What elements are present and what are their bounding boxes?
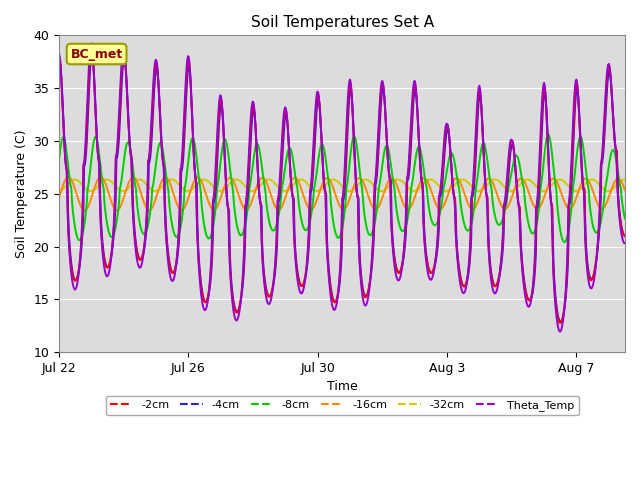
-2cm xyxy=(88,43,95,49)
-4cm xyxy=(339,218,346,224)
-4cm xyxy=(374,154,382,160)
Line: -16cm: -16cm xyxy=(59,177,625,210)
Theta_Temp xyxy=(200,305,207,311)
-32cm xyxy=(298,177,305,182)
-32cm xyxy=(436,184,444,190)
-4cm xyxy=(200,295,207,301)
-16cm xyxy=(372,206,380,212)
-8cm xyxy=(338,228,346,234)
-16cm xyxy=(81,207,88,213)
Theta_Temp xyxy=(339,197,346,203)
-32cm xyxy=(199,177,207,182)
-16cm xyxy=(339,206,347,212)
Title: Soil Temperatures Set A: Soil Temperatures Set A xyxy=(250,15,434,30)
-2cm xyxy=(374,143,382,148)
-32cm xyxy=(338,183,346,189)
-8cm xyxy=(561,239,568,245)
-4cm xyxy=(557,319,564,325)
X-axis label: Time: Time xyxy=(326,380,358,394)
-32cm xyxy=(55,188,63,194)
Theta_Temp xyxy=(55,51,63,57)
-4cm xyxy=(621,233,629,239)
-8cm xyxy=(199,213,207,218)
Line: Theta_Temp: Theta_Temp xyxy=(59,44,625,332)
-8cm xyxy=(436,209,444,215)
-2cm xyxy=(556,320,564,326)
-32cm xyxy=(572,188,580,194)
-16cm xyxy=(65,174,72,180)
-2cm xyxy=(437,187,445,192)
-4cm xyxy=(437,192,445,198)
Theta_Temp xyxy=(374,130,382,136)
-8cm xyxy=(374,201,381,206)
-4cm xyxy=(372,182,380,188)
-2cm xyxy=(298,283,306,289)
Line: -8cm: -8cm xyxy=(59,134,625,242)
-16cm xyxy=(299,190,307,196)
-8cm xyxy=(621,216,629,222)
-2cm xyxy=(372,178,380,184)
-4cm xyxy=(55,61,63,67)
Text: BC_met: BC_met xyxy=(70,48,123,60)
Line: -32cm: -32cm xyxy=(59,180,625,191)
Theta_Temp xyxy=(437,182,445,188)
Line: -2cm: -2cm xyxy=(59,46,625,323)
-32cm xyxy=(374,186,381,192)
-16cm xyxy=(438,206,445,212)
Y-axis label: Soil Temperature (C): Soil Temperature (C) xyxy=(15,130,28,258)
Legend: -2cm, -4cm, -8cm, -16cm, -32cm, Theta_Temp: -2cm, -4cm, -8cm, -16cm, -32cm, Theta_Te… xyxy=(106,396,579,416)
-16cm xyxy=(55,195,63,201)
-2cm xyxy=(621,233,629,239)
-16cm xyxy=(621,187,629,193)
-4cm xyxy=(298,283,306,289)
-8cm xyxy=(298,216,305,222)
-32cm xyxy=(588,177,596,182)
-4cm xyxy=(88,50,96,56)
Theta_Temp xyxy=(556,329,564,335)
-8cm xyxy=(55,156,63,162)
-2cm xyxy=(55,54,63,60)
Line: -4cm: -4cm xyxy=(59,53,625,322)
-32cm xyxy=(371,184,379,190)
-16cm xyxy=(200,186,208,192)
Theta_Temp xyxy=(88,41,95,47)
-32cm xyxy=(621,177,629,182)
-16cm xyxy=(375,204,383,209)
-8cm xyxy=(544,132,552,137)
-2cm xyxy=(200,297,207,302)
Theta_Temp xyxy=(298,290,306,296)
Theta_Temp xyxy=(372,176,380,182)
-8cm xyxy=(371,220,379,226)
-2cm xyxy=(339,195,346,201)
Theta_Temp xyxy=(621,240,629,246)
